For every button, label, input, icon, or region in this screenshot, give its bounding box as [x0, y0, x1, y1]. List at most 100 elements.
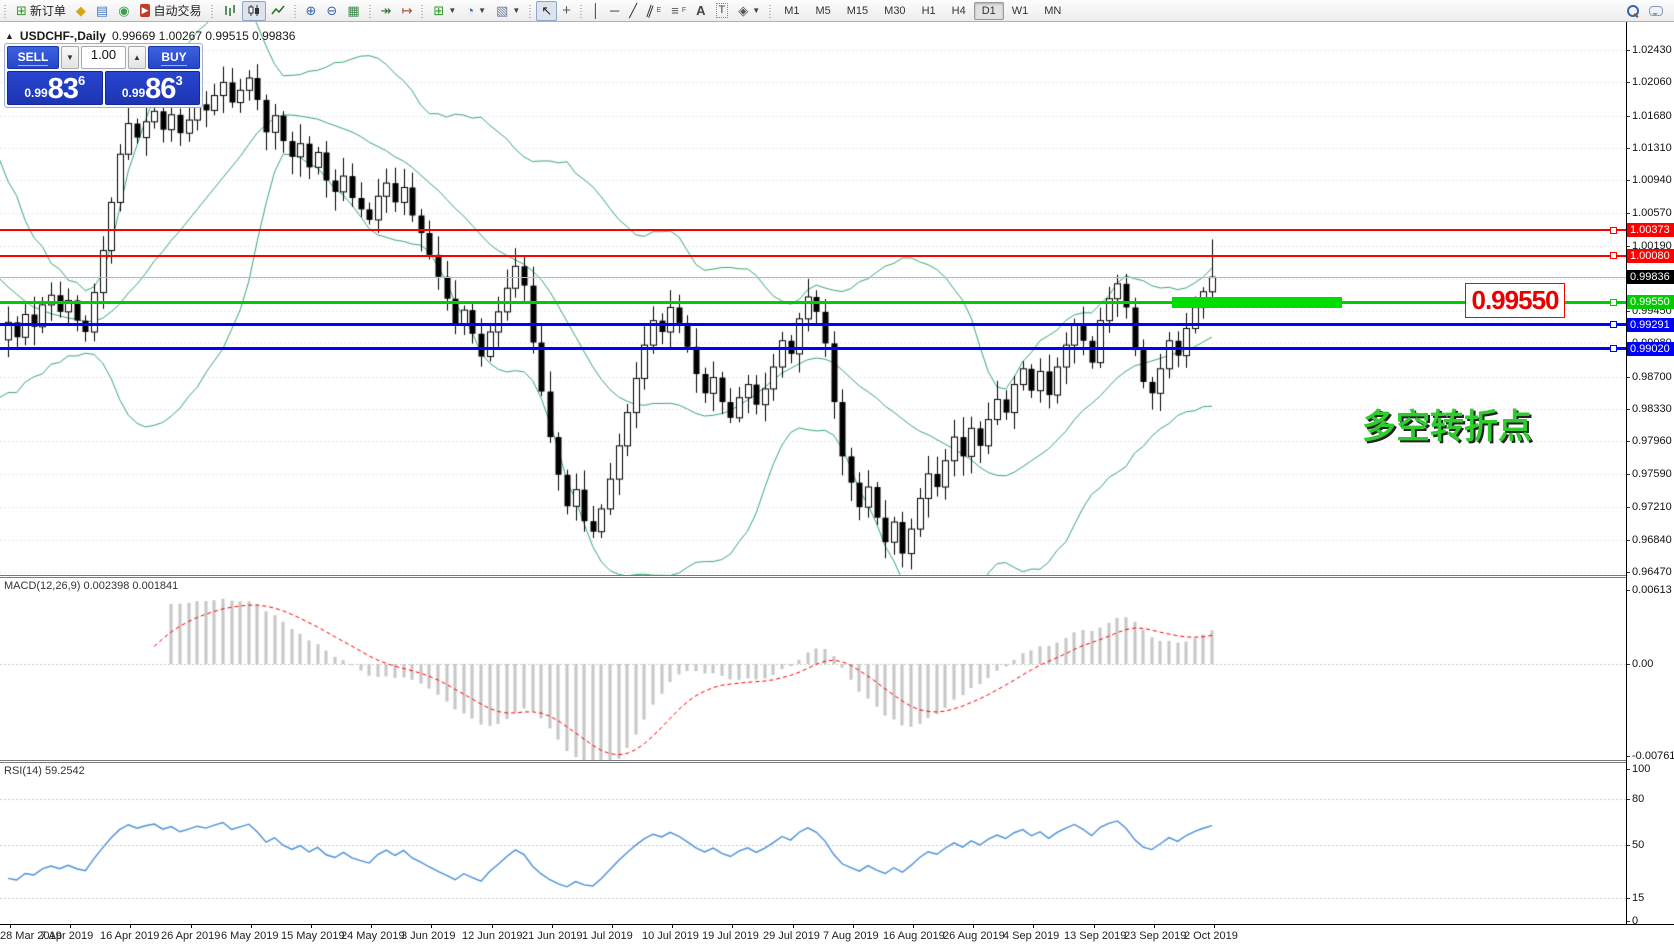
support-line-1-handle[interactable] — [1610, 321, 1617, 328]
periods-button[interactable]: ◔ ▼ — [461, 1, 491, 21]
timeframe-W1[interactable]: W1 — [1011, 4, 1029, 17]
channel-button[interactable]: ∥ E — [642, 1, 666, 21]
date-tick-mark — [251, 925, 252, 928]
price-tick-label: 1.01310 — [1632, 142, 1672, 154]
zoom-in-icon: ⊕ — [305, 3, 317, 18]
price-tick-label: 1.02060 — [1632, 76, 1672, 88]
crosshair-button[interactable]: + — [557, 1, 576, 21]
autotrade-button[interactable]: ▶ 自动交易 — [135, 1, 207, 21]
panel-separator[interactable] — [0, 577, 1626, 578]
date-label: 6 May 2019 — [221, 930, 279, 942]
buy-button[interactable]: BUY — [148, 46, 200, 69]
date-label: 26 Aug 2019 — [943, 930, 1005, 942]
line-chart-button[interactable] — [266, 1, 290, 21]
resistance-line-1-handle[interactable] — [1610, 227, 1617, 234]
bar-chart-icon — [224, 5, 235, 16]
date-tick-mark — [70, 925, 71, 928]
annotation-note-text[interactable]: 多空转折点 — [1362, 408, 1532, 446]
timeframe-group: M1 M5 M15 M30 H1 H4 D1 W1 MN — [776, 1, 1069, 20]
indicators-button[interactable]: ⊞ ▼ — [428, 1, 461, 21]
terminal-button[interactable]: ▤ — [91, 1, 113, 21]
price-tick-label: 1.01680 — [1632, 110, 1672, 122]
candlestick-chart-icon — [248, 5, 259, 16]
panel-separator[interactable] — [0, 575, 1626, 576]
macd-tick-label: -0.007612 — [1632, 750, 1674, 762]
sell-button[interactable]: SELL — [7, 46, 59, 69]
timeframe-D1[interactable]: D1 — [973, 1, 1004, 20]
chart-shift-button[interactable]: ↦ — [397, 1, 418, 21]
signals-icon: ◉ — [118, 3, 130, 18]
rsi-tick-label: 0 — [1632, 915, 1639, 927]
zoom-out-button[interactable]: ⊖ — [321, 1, 342, 21]
text-label-button[interactable]: T — [711, 1, 734, 21]
timeframe-MN[interactable]: MN — [1044, 4, 1062, 17]
volume-increase-button[interactable]: ▲ — [128, 46, 146, 69]
price-tick-mark — [1626, 180, 1630, 181]
auto-scroll-button[interactable]: ↠ — [376, 1, 397, 21]
timeframe-M5[interactable]: M5 — [815, 4, 831, 17]
resistance-line-2-handle[interactable] — [1610, 252, 1617, 259]
collapse-trade-panel-icon[interactable]: ▲ — [5, 31, 14, 41]
date-axis[interactable]: 28 Mar 2019 7 Apr 2019 16 Apr 2019 26 Apr 2… — [0, 924, 1674, 946]
bar-chart-button[interactable] — [218, 1, 242, 21]
zoom-in-button[interactable]: ⊕ — [301, 1, 322, 21]
price-tick-mark — [1626, 116, 1630, 117]
timeframe-M15[interactable]: M15 — [846, 4, 869, 17]
date-tick-mark — [672, 925, 673, 928]
candlestick-chart-button[interactable] — [241, 0, 266, 21]
timeframe-H4[interactable]: H4 — [951, 4, 966, 17]
search-button[interactable] — [1622, 1, 1644, 21]
new-order-button[interactable]: ⊞ 新订单 — [11, 1, 71, 21]
market-button[interactable]: ◆ — [71, 1, 91, 21]
cursor-button[interactable]: ↖ — [536, 0, 558, 21]
pivot-line[interactable] — [0, 301, 1626, 304]
panel-separator[interactable] — [0, 760, 1626, 761]
date-tick-mark — [371, 925, 372, 928]
resistance-line-2[interactable] — [0, 255, 1626, 257]
rsi-tick-mark — [1626, 769, 1630, 770]
resistance-line-1-price-tag: 1.00373 — [1627, 223, 1674, 237]
dropdown-caret-icon: ▼ — [478, 6, 487, 15]
price-axis-line — [1626, 22, 1627, 924]
price-callout-box[interactable]: 0.99550 — [1465, 283, 1565, 318]
vertical-line-button[interactable]: │ — [587, 1, 605, 21]
tile-windows-button[interactable]: ▦ — [342, 1, 364, 21]
timeframe-M30[interactable]: M30 — [884, 4, 906, 17]
main-chart-canvas[interactable] — [0, 22, 1626, 575]
macd-panel-canvas[interactable] — [0, 578, 1626, 760]
date-tick-mark — [492, 925, 493, 928]
resistance-line-1[interactable] — [0, 229, 1626, 231]
arrows-button[interactable]: ◈ ▼ — [733, 1, 765, 21]
volume-decrease-button[interactable]: ▼ — [61, 46, 79, 69]
buy-price-small: 0.99 — [121, 86, 146, 100]
new-order-label: 新订单 — [29, 4, 66, 18]
support-line-1[interactable] — [0, 323, 1626, 326]
timeframe-M1[interactable]: M1 — [784, 4, 800, 17]
text-button[interactable]: A — [691, 1, 710, 21]
price-tick-mark — [1626, 311, 1630, 312]
rsi-panel-canvas[interactable] — [0, 763, 1626, 924]
volume-input[interactable]: 1.00 — [81, 46, 126, 69]
date-label: 16 Aug 2019 — [883, 930, 945, 942]
sell-price-panel[interactable]: 0.99 83 6 — [7, 71, 103, 105]
trendline-button[interactable]: ╱ — [624, 1, 642, 21]
support-line-2-handle[interactable] — [1610, 345, 1617, 352]
signals-button[interactable]: ◉ — [113, 1, 134, 21]
sell-price-pip: 6 — [77, 73, 86, 88]
cursor-icon: ↖ — [541, 3, 553, 18]
pivot-line-handle[interactable] — [1610, 299, 1617, 306]
panel-separator[interactable] — [0, 762, 1626, 763]
fibonacci-button[interactable]: ≡ F — [666, 1, 691, 21]
price-tick-mark — [1626, 377, 1630, 378]
community-chat-button[interactable] — [1644, 1, 1668, 21]
date-tick-mark — [1214, 925, 1215, 928]
buy-price-panel[interactable]: 0.99 86 3 — [104, 71, 200, 105]
timeframe-H1[interactable]: H1 — [921, 4, 936, 17]
rsi-tick-mark — [1626, 898, 1630, 899]
support-line-2[interactable] — [0, 347, 1626, 350]
horizontal-line-button[interactable]: ─ — [605, 1, 624, 21]
pivot-highlight-box[interactable] — [1172, 297, 1342, 308]
templates-button[interactable]: ▧ ▼ — [491, 1, 525, 21]
sell-button-label: SELL — [17, 49, 49, 66]
date-tick-mark — [311, 925, 312, 928]
